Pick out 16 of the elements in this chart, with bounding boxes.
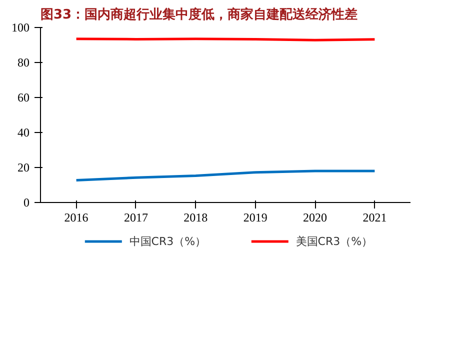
x-tick-label: 2016 (64, 210, 88, 224)
x-tick-label: 2020 (303, 210, 328, 224)
y-tick-label: 20 (18, 160, 30, 174)
x-tick-label: 2019 (243, 210, 268, 224)
legend-label: 美国CR3（%） (296, 235, 373, 248)
y-tick-label: 100 (12, 20, 30, 34)
y-tick-label: 40 (18, 126, 30, 140)
x-tick-label: 2021 (362, 210, 387, 224)
line-series (75, 170, 376, 182)
y-tick-label: 60 (18, 90, 30, 104)
legend-label: 中国CR3（%） (129, 235, 206, 248)
chart-title: 图33：国内商超行业集中度低，商家自建配送经济性差 (40, 6, 358, 22)
y-tick-label: 80 (18, 56, 30, 70)
x-tick-label: 2018 (184, 210, 208, 224)
x-tick-label: 2017 (124, 210, 148, 224)
y-tick-label: 0 (24, 196, 30, 210)
